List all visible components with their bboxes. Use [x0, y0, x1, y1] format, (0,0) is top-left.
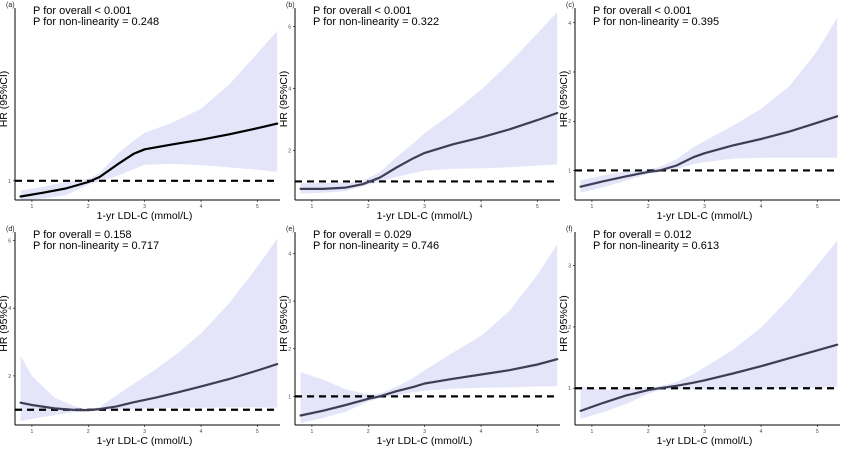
y-tick-label: 2: [288, 148, 291, 154]
panel-tag: (c): [566, 2, 574, 9]
x-tick-label: 3: [423, 429, 426, 435]
x-tick-label: 3: [423, 204, 426, 210]
y-tick-label: 1: [288, 394, 291, 400]
y-tick-label: 2: [288, 347, 291, 353]
stat-text: P for overall < 0.001: [313, 5, 412, 17]
y-tick-label: 1: [568, 386, 571, 392]
y-tick-label: 3: [568, 264, 571, 270]
x-tick-label: 3: [143, 429, 146, 435]
x-tick-label: 2: [647, 429, 650, 435]
x-tick-label: 4: [760, 429, 763, 435]
stat-text: P for non-linearity = 0.717: [33, 240, 159, 252]
hr-curve: [299, 111, 559, 190]
x-axis-label: 1-yr LDL-C (mmol/L): [377, 210, 473, 222]
panel-tag: (a): [6, 2, 15, 9]
x-axis-label: 1-yr LDL-C (mmol/L): [657, 435, 753, 447]
x-tick-label: 2: [87, 204, 90, 210]
x-tick-label: 1: [591, 429, 594, 435]
stat-text: P for overall = 0.029: [313, 229, 412, 241]
x-axis-label: 1-yr LDL-C (mmol/L): [657, 210, 753, 222]
y-axis-label: HR (95%CI): [278, 295, 290, 352]
confidence-band: [20, 238, 278, 422]
x-tick-label: 4: [760, 204, 763, 210]
stat-text: P for overall = 0.158: [33, 229, 132, 241]
y-tick-label: 4: [288, 87, 291, 93]
stat-text: P for non-linearity = 0.613: [593, 240, 719, 252]
x-tick-label: 5: [256, 204, 259, 210]
stat-text: P for non-linearity = 0.395: [593, 16, 719, 28]
panel-tag: (f): [566, 226, 573, 233]
hr-curve: [19, 363, 279, 412]
stat-text: P for overall < 0.001: [33, 5, 132, 17]
y-tick-label: 1: [568, 168, 571, 174]
panel-tag: (e): [286, 226, 295, 233]
confidence-band: [580, 240, 838, 419]
y-tick-label: 3: [568, 70, 571, 76]
x-tick-label: 3: [143, 204, 146, 210]
hr-curve: [579, 115, 839, 188]
x-tick-label: 2: [367, 429, 370, 435]
y-tick-label: 3: [288, 299, 291, 305]
hr-curve: [19, 122, 279, 198]
x-tick-label: 1: [591, 204, 594, 210]
x-tick-label: 1: [31, 429, 34, 435]
x-tick-label: 4: [480, 204, 483, 210]
x-axis-label: 1-yr LDL-C (mmol/L): [97, 435, 193, 447]
stat-text: P for non-linearity = 0.248: [33, 16, 159, 28]
y-axis-label: HR (95%CI): [558, 295, 570, 352]
x-tick-label: 2: [647, 204, 650, 210]
x-tick-label: 3: [703, 204, 706, 210]
confidence-band: [580, 17, 838, 193]
x-tick-label: 5: [816, 429, 819, 435]
stat-text: P for overall = 0.012: [593, 229, 692, 241]
x-tick-label: 2: [367, 204, 370, 210]
hr-curve: [299, 358, 559, 417]
y-tick-label: 6: [288, 25, 291, 31]
y-tick-label: 2: [568, 119, 571, 125]
x-tick-label: 5: [536, 429, 539, 435]
panel-tag: (d): [6, 226, 15, 233]
y-axis-label: HR (95%CI): [278, 71, 290, 128]
y-axis-label: HR (95%CI): [0, 71, 10, 128]
y-tick-label: 1: [8, 179, 11, 185]
x-tick-label: 4: [480, 429, 483, 435]
x-tick-label: 3: [703, 429, 706, 435]
x-tick-label: 4: [200, 204, 203, 210]
y-tick-label: 4: [568, 21, 571, 27]
x-tick-label: 4: [200, 429, 203, 435]
y-axis-label: HR (95%CI): [558, 71, 570, 128]
confidence-band: [300, 244, 558, 424]
y-tick-label: 4: [8, 306, 11, 312]
y-tick-label: 6: [8, 238, 11, 244]
y-axis-label: HR (95%CI): [0, 295, 10, 352]
x-tick-label: 1: [311, 204, 314, 210]
stat-text: P for non-linearity = 0.746: [313, 240, 439, 252]
x-axis-label: 1-yr LDL-C (mmol/L): [377, 435, 473, 447]
stat-text: P for overall < 0.001: [593, 5, 692, 17]
x-tick-label: 5: [536, 204, 539, 210]
confidence-band: [20, 31, 278, 201]
x-axis-label: 1-yr LDL-C (mmol/L): [97, 210, 193, 222]
y-tick-label: 2: [8, 374, 11, 380]
x-tick-label: 5: [256, 429, 259, 435]
x-tick-label: 5: [816, 204, 819, 210]
x-tick-label: 2: [87, 429, 90, 435]
confidence-band: [300, 12, 558, 194]
x-tick-label: 1: [311, 429, 314, 435]
x-tick-label: 1: [31, 204, 34, 210]
hr-curve: [579, 343, 839, 412]
stat-text: P for non-linearity = 0.322: [313, 16, 439, 28]
panel-tag: (b): [286, 2, 295, 9]
y-tick-label: 2: [568, 325, 571, 331]
y-tick-label: 4: [288, 251, 291, 257]
